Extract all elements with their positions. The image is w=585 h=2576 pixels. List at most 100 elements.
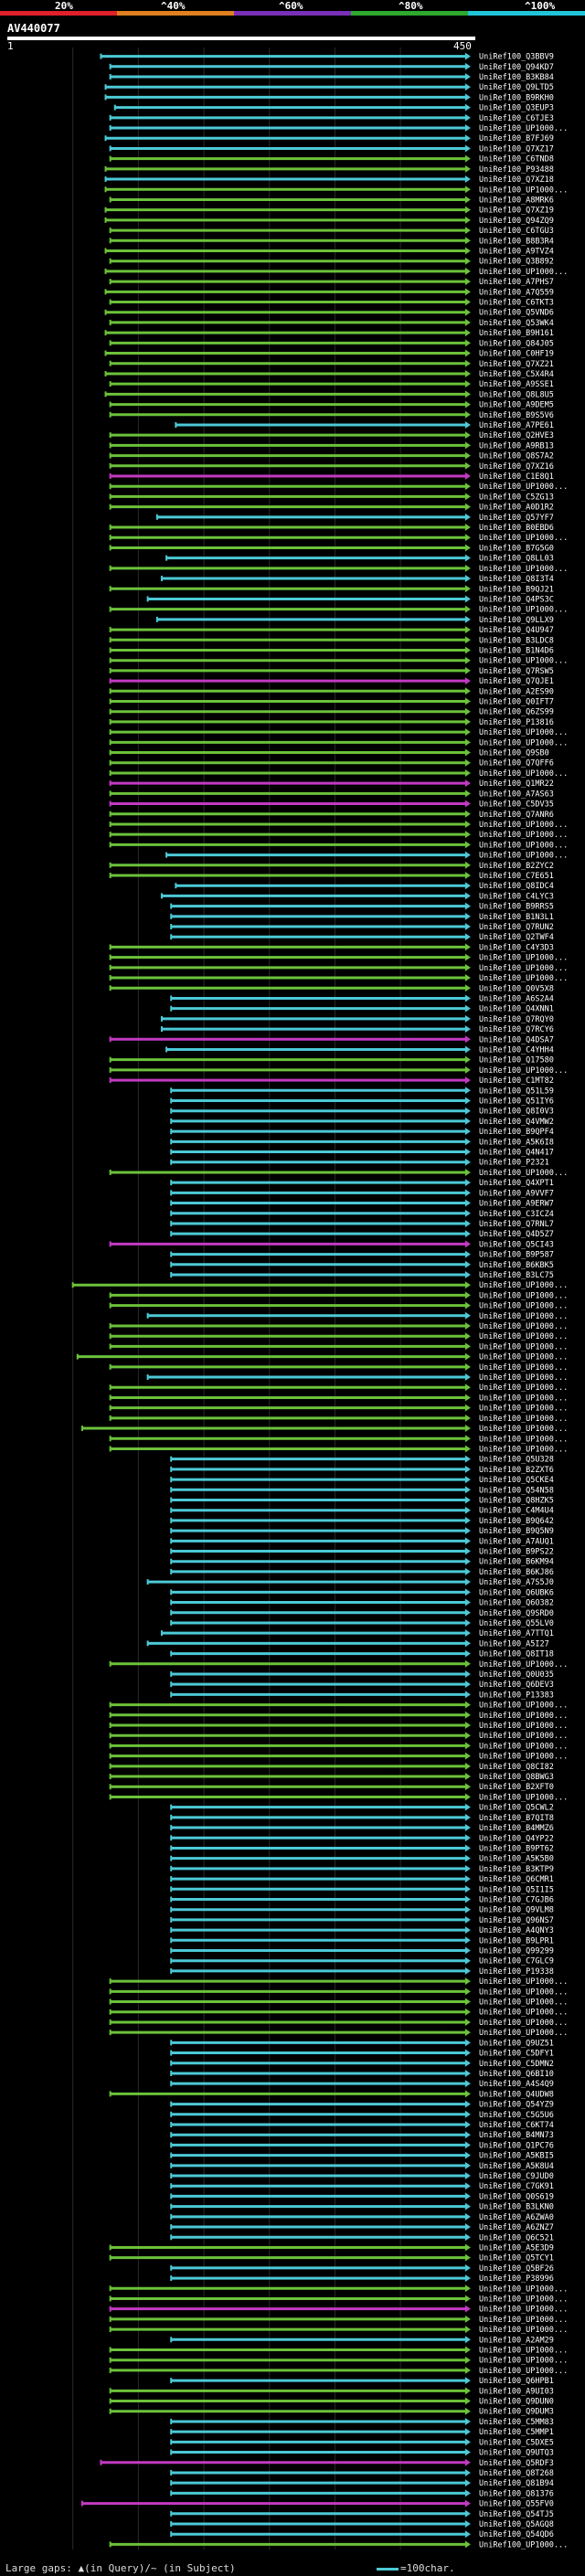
hit-row[interactable]: UniRef100_B7FJ69 <box>104 134 554 143</box>
hit-label[interactable]: UniRef100_A5I27 <box>479 1639 549 1648</box>
hit-row[interactable]: UniRef100_UP1000... <box>109 1414 569 1424</box>
hit-row[interactable]: UniRef100_Q4XPT1 <box>170 1179 554 1188</box>
hit-row[interactable]: UniRef100_UP1000... <box>109 1752 569 1762</box>
hit-label[interactable]: UniRef100_A7TTQ1 <box>479 1629 554 1638</box>
hit-row[interactable]: UniRef100_C6TKT3 <box>109 298 554 308</box>
hit-label[interactable]: UniRef100_A6ZNZ7 <box>479 2223 554 2232</box>
hit-row[interactable]: UniRef100_Q5VND6 <box>104 308 554 318</box>
hit-label[interactable]: UniRef100_UP1000... <box>479 2326 568 2335</box>
hit-row[interactable]: UniRef100_C5MM83 <box>170 2417 554 2427</box>
hit-label[interactable]: UniRef100_B3LDC8 <box>479 636 554 645</box>
hit-label[interactable]: UniRef100_Q4XPT1 <box>479 1179 554 1188</box>
hit-row[interactable]: UniRef100_B1N3L1 <box>170 912 554 922</box>
hit-label[interactable]: UniRef100_A6ZWA0 <box>479 2213 554 2222</box>
hit-label[interactable]: UniRef100_Q81376 <box>479 2489 554 2498</box>
hit-row[interactable]: UniRef100_Q0U035 <box>170 1670 554 1680</box>
hit-label[interactable]: UniRef100_UP1000... <box>479 2295 568 2304</box>
hit-row[interactable]: UniRef100_Q7RUN2 <box>170 923 554 932</box>
hit-label[interactable]: UniRef100_Q6DEV3 <box>479 1680 554 1690</box>
hit-row[interactable]: UniRef100_Q6O382 <box>170 1598 554 1608</box>
hit-label[interactable]: UniRef100_Q84J05 <box>479 339 554 348</box>
hit-label[interactable]: UniRef100_Q4D5Z7 <box>479 1230 554 1239</box>
hit-row[interactable]: UniRef100_Q7XZ21 <box>109 359 554 369</box>
hit-row[interactable]: UniRef100_Q8L8U5 <box>104 390 554 399</box>
hit-label[interactable]: UniRef100_C5ZG13 <box>479 493 554 502</box>
hit-row[interactable]: UniRef100_UP1000... <box>109 2346 569 2356</box>
hit-row[interactable]: UniRef100_C5ZG13 <box>109 493 554 502</box>
hit-label[interactable]: UniRef100_B9RRS5 <box>479 903 554 912</box>
hit-row[interactable]: UniRef100_UP1000... <box>109 1732 569 1741</box>
hit-row[interactable]: UniRef100_Q17580 <box>109 1055 554 1065</box>
hit-row[interactable]: UniRef100_C4M4U4 <box>170 1506 554 1516</box>
hit-label[interactable]: UniRef100_Q4DSA7 <box>479 1035 554 1044</box>
hit-label[interactable]: UniRef100_Q55FV0 <box>479 2500 554 2509</box>
hit-label[interactable]: UniRef100_A9UI03 <box>479 2387 554 2396</box>
hit-label[interactable]: UniRef100_C5MMP1 <box>479 2428 554 2437</box>
hit-label[interactable]: UniRef100_Q2HVE3 <box>479 431 554 440</box>
hit-label[interactable]: UniRef100_UP1000... <box>479 1415 568 1424</box>
hit-label[interactable]: UniRef100_UP1000... <box>479 1445 568 1454</box>
hit-label[interactable]: UniRef100_UP1000... <box>479 2357 568 2366</box>
hit-row[interactable]: UniRef100_A7S5J0 <box>146 1578 554 1587</box>
hit-label[interactable]: UniRef100_B6KJ86 <box>479 1568 554 1577</box>
hit-label[interactable]: UniRef100_B3KTP9 <box>479 1865 554 1874</box>
hit-label[interactable]: UniRef100_Q7XZ17 <box>479 144 554 154</box>
hit-row[interactable]: UniRef100_P93488 <box>104 164 554 175</box>
hit-row[interactable]: UniRef100_UP1000... <box>109 728 569 737</box>
hit-row[interactable]: UniRef100_UP1000... <box>109 2008 569 2018</box>
hit-label[interactable]: UniRef100_C6TND8 <box>479 155 554 164</box>
hit-label[interactable]: UniRef100_B9QJ21 <box>479 585 554 594</box>
hit-row[interactable]: UniRef100_A9DEM5 <box>109 400 554 410</box>
hit-row[interactable]: UniRef100_Q5CI43 <box>109 1240 554 1249</box>
hit-row[interactable]: UniRef100_A9TVZ4 <box>104 247 554 256</box>
hit-row[interactable]: UniRef100_UP1000... <box>109 2018 569 2028</box>
hit-row[interactable]: UniRef100_Q7QJE1 <box>109 677 554 686</box>
hit-row[interactable]: UniRef100_Q4VMW2 <box>170 1117 554 1127</box>
hit-row[interactable]: UniRef100_Q4XNN1 <box>170 1004 554 1014</box>
hit-row[interactable]: UniRef100_Q55FV0 <box>80 2499 554 2509</box>
hit-label[interactable]: UniRef100_Q57YF7 <box>479 514 554 523</box>
hit-row[interactable]: UniRef100_Q57YF7 <box>155 513 554 523</box>
hit-label[interactable]: UniRef100_Q8I3T4 <box>479 575 554 584</box>
hit-row[interactable]: UniRef100_Q51L59 <box>170 1087 554 1096</box>
hit-row[interactable]: UniRef100_Q96NS7 <box>170 1915 554 1925</box>
hit-label[interactable]: UniRef100_Q1MR22 <box>479 779 554 789</box>
hit-label[interactable]: UniRef100_Q3B892 <box>479 258 554 267</box>
hit-label[interactable]: UniRef100_A5K8U4 <box>479 2162 554 2171</box>
hit-row[interactable]: UniRef100_Q5I1I5 <box>170 1885 554 1894</box>
hit-row[interactable]: UniRef100_Q7RSW5 <box>109 666 554 676</box>
hit-label[interactable]: UniRef100_Q0S619 <box>479 2192 554 2201</box>
hit-label[interactable]: UniRef100_C7GJB6 <box>479 1895 554 1904</box>
hit-row[interactable]: UniRef100_UP1000... <box>109 1342 569 1352</box>
hit-label[interactable]: UniRef100_UP1000... <box>479 831 568 840</box>
hit-label[interactable]: UniRef100_B4MN73 <box>479 2131 554 2140</box>
hit-label[interactable]: UniRef100_UP1000... <box>479 2347 568 2356</box>
hit-row[interactable]: UniRef100_Q4PS3C <box>146 595 554 604</box>
hit-label[interactable]: UniRef100_Q8I0V3 <box>479 1108 554 1117</box>
hit-label[interactable]: UniRef100_C7GK91 <box>479 2182 554 2191</box>
hit-label[interactable]: UniRef100_B1N4D6 <box>479 646 554 655</box>
hit-label[interactable]: UniRef100_UP1000... <box>479 2316 568 2325</box>
hit-row[interactable]: UniRef100_Q0V5X8 <box>109 984 554 993</box>
hit-row[interactable]: UniRef100_Q5U328 <box>170 1455 554 1465</box>
hit-row[interactable]: UniRef100_C5DFY1 <box>170 2049 554 2059</box>
hit-label[interactable]: UniRef100_C4LYC3 <box>479 892 554 901</box>
hit-label[interactable]: UniRef100_Q5CKE4 <box>479 1476 554 1485</box>
hit-row[interactable]: UniRef100_A5I27 <box>146 1639 549 1648</box>
hit-label[interactable]: UniRef100_C4YHH4 <box>479 1045 554 1055</box>
hit-row[interactable]: UniRef100_Q2TWF4 <box>170 933 554 942</box>
hit-label[interactable]: UniRef100_C7GLC9 <box>479 1957 554 1966</box>
hit-row[interactable]: UniRef100_Q81376 <box>170 2489 554 2498</box>
hit-row[interactable]: UniRef100_Q99299 <box>170 1946 554 1956</box>
hit-row[interactable]: UniRef100_UP1000... <box>109 1435 569 1444</box>
hit-row[interactable]: UniRef100_C6TGU3 <box>109 227 554 236</box>
hit-row[interactable]: UniRef100_Q6CMR1 <box>170 1875 554 1884</box>
hit-label[interactable]: UniRef100_C5DMN2 <box>479 2060 554 2069</box>
hit-row[interactable]: UniRef100_Q53WK4 <box>109 318 554 328</box>
hit-row[interactable]: UniRef100_Q8IT18 <box>170 1649 554 1659</box>
hit-row[interactable]: UniRef100_UP1000... <box>109 1701 569 1711</box>
hit-label[interactable]: UniRef100_UP1000... <box>479 2540 568 2549</box>
hit-row[interactable]: UniRef100_Q9LTD5 <box>104 83 554 92</box>
hit-label[interactable]: UniRef100_Q7RCY6 <box>479 1025 554 1034</box>
hit-row[interactable]: UniRef100_UP1000... <box>109 1793 569 1802</box>
